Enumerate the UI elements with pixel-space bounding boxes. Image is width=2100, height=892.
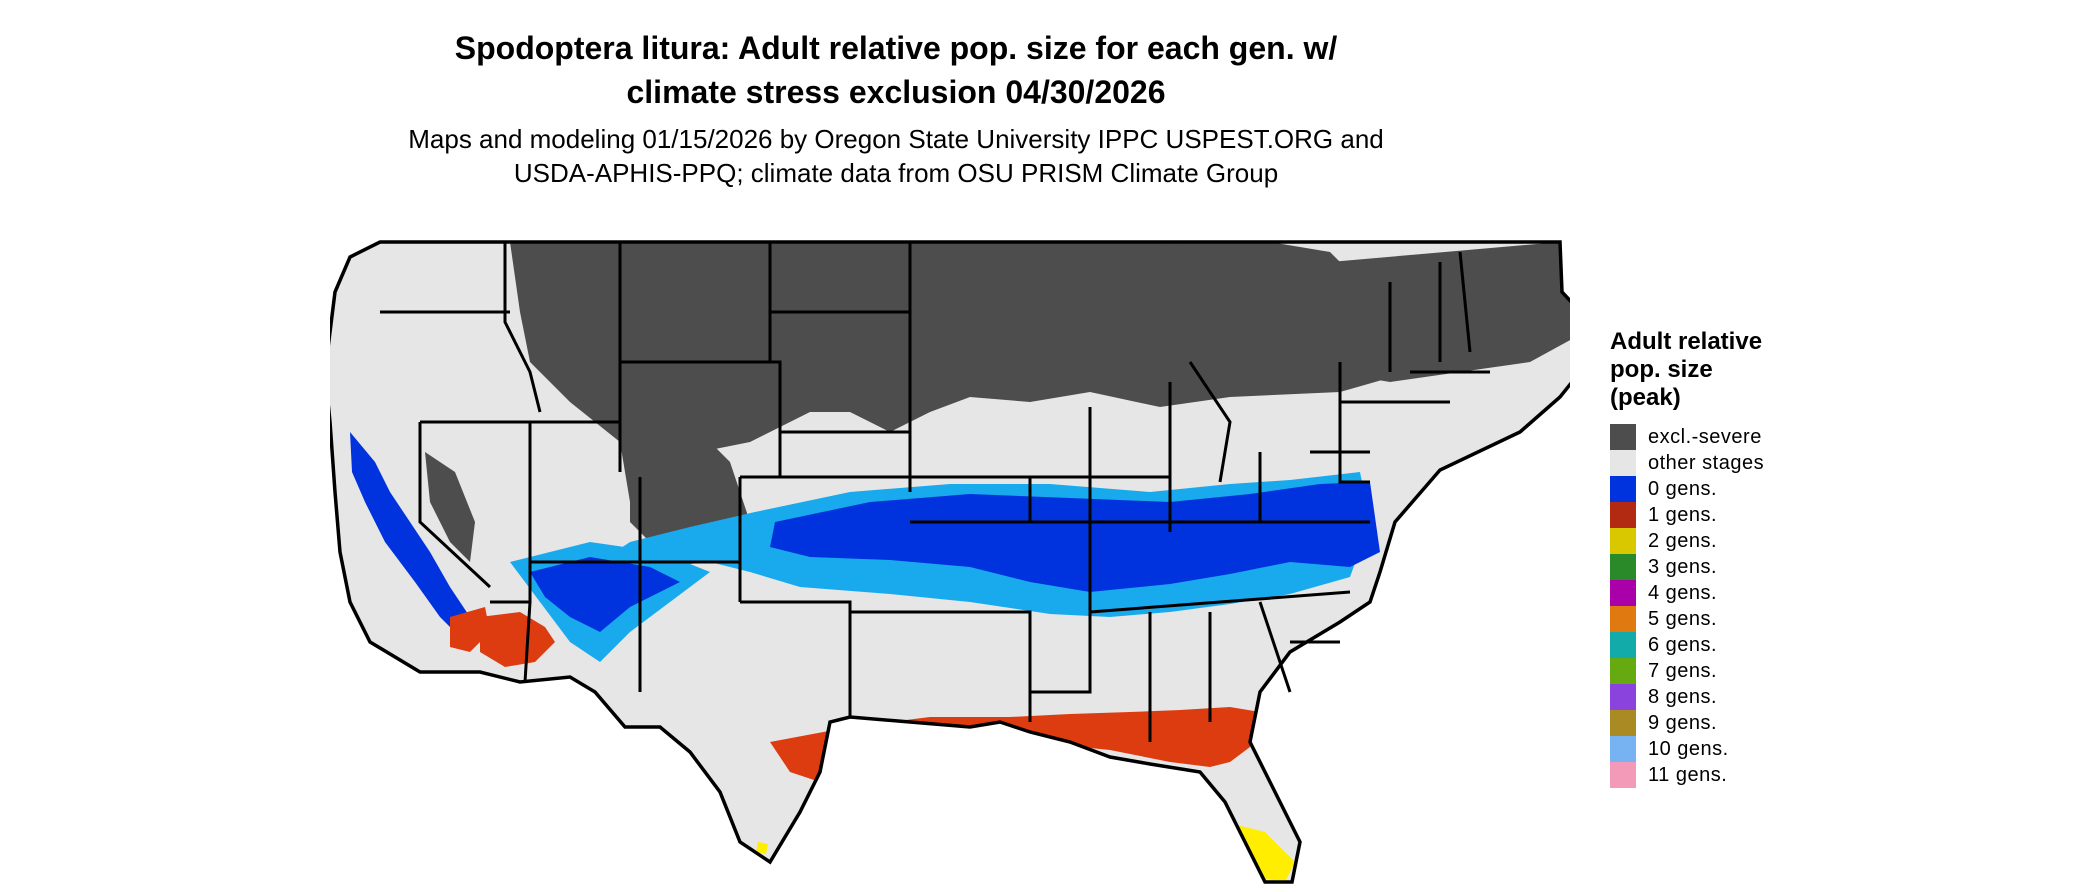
legend-title-line-1: Adult relative [1610,328,1763,355]
legend-swatch [1610,762,1636,788]
legend-title-line-3: (peak) [1610,384,1681,411]
legend-swatch [1610,528,1636,554]
legend-item: 11 gens. [1610,762,1830,788]
legend-label: 8 gens. [1648,685,1718,708]
legend-title-line-2: pop. size [1610,356,1713,383]
legend-label: 9 gens. [1648,711,1718,734]
legend-item: 1 gens. [1610,502,1830,528]
gen2-south-texas [756,842,768,854]
legend-label: 10 gens. [1648,737,1729,760]
legend-swatch [1610,710,1636,736]
title-line-2: climate stress exclusion 04/30/2026 [626,74,1166,110]
legend-swatch [1610,450,1636,476]
legend-swatch [1610,554,1636,580]
legend-label: 6 gens. [1648,633,1718,656]
legend-item: 0 gens. [1610,476,1830,502]
legend-label: 0 gens. [1648,477,1718,500]
map-subtitle: Maps and modeling 01/15/2026 by Oregon S… [0,122,1792,190]
legend-swatch [1610,632,1636,658]
legend-items: excl.-severe other stages 0 gens. 1 gens. 2 … [1610,424,1830,788]
legend-item: 8 gens. [1610,684,1830,710]
legend: Adult relative pop. size (peak) excl.-se… [1610,328,1830,788]
legend-label: 11 gens. [1648,763,1728,786]
gen0-dark-band [770,482,1380,592]
gen0-west-coast [350,432,480,642]
legend-swatch [1610,424,1636,450]
legend-label: 4 gens. [1648,581,1718,604]
legend-title: Adult relative pop. size (peak) [1610,328,1830,412]
legend-item: 3 gens. [1610,554,1830,580]
excluded-region-upper-midwest [1090,242,1330,352]
legend-label: 5 gens. [1648,607,1718,630]
legend-item: 4 gens. [1610,580,1830,606]
excluded-region-northeast [1330,242,1570,382]
legend-item: other stages [1610,450,1830,476]
legend-swatch [1610,658,1636,684]
legend-label: other stages [1648,451,1765,474]
subtitle-line-2: USDA-APHIS-PPQ; climate data from OSU PR… [513,158,1279,188]
excluded-region-sierra [425,452,475,562]
gen0-southwest-dark [530,557,680,632]
legend-swatch [1610,580,1636,606]
legend-label: 2 gens. [1648,529,1718,552]
legend-label: 7 gens. [1648,659,1718,682]
legend-item: 10 gens. [1610,736,1830,762]
legend-swatch [1610,502,1636,528]
us-map [330,240,1570,884]
legend-item: 9 gens. [1610,710,1830,736]
gen1-california-desert [450,607,490,652]
legend-label: 1 gens. [1648,503,1718,526]
legend-item: 6 gens. [1610,632,1830,658]
state-borders [380,242,1490,742]
subtitle-line-1: Maps and modeling 01/15/2026 by Oregon S… [408,124,1384,154]
gen1-arizona [480,612,555,667]
legend-swatch [1610,684,1636,710]
legend-item: 7 gens. [1610,658,1830,684]
legend-swatch [1610,736,1636,762]
legend-item: excl.-severe [1610,424,1830,450]
legend-item: 5 gens. [1610,606,1830,632]
title-line-1: Spodoptera litura: Adult relative pop. s… [454,30,1338,66]
legend-swatch [1610,606,1636,632]
legend-swatch [1610,476,1636,502]
legend-label: 3 gens. [1648,555,1718,578]
legend-label: excl.-severe [1648,425,1762,448]
legend-item: 2 gens. [1610,528,1830,554]
map-title: Spodoptera litura: Adult relative pop. s… [0,26,1792,114]
